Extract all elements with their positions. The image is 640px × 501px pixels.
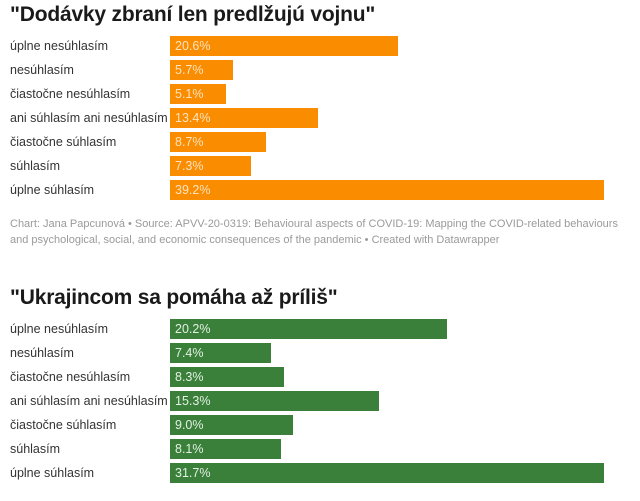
value-label: 39.2%	[175, 183, 211, 197]
value-label: 7.3%	[175, 159, 204, 173]
chart-title: "Ukrajincom sa pomáha až príliš"	[10, 286, 338, 309]
category-label: nesúhlasím	[10, 346, 74, 360]
value-label: 5.1%	[175, 87, 204, 101]
value-label: 31.7%	[175, 466, 211, 480]
value-label: 8.3%	[175, 370, 204, 384]
value-label: 20.6%	[175, 39, 211, 53]
bar	[170, 367, 284, 387]
category-label: úplne nesúhlasím	[10, 322, 108, 336]
bar	[170, 439, 281, 459]
category-label: čiastočne súhlasím	[10, 418, 117, 432]
bar-row: nesúhlasím 7.4%	[0, 343, 640, 363]
value-label: 5.7%	[175, 63, 204, 77]
category-label: ani súhlasím ani nesúhlasím	[10, 111, 168, 125]
value-label: 13.4%	[175, 111, 211, 125]
bar-row: úplne súhlasím 39.2%	[0, 180, 640, 200]
bar	[170, 36, 398, 56]
bar	[170, 463, 604, 483]
bar	[170, 415, 293, 435]
bar	[170, 319, 447, 339]
category-label: nesúhlasím	[10, 63, 74, 77]
bar	[170, 343, 271, 363]
category-label: čiastočne súhlasím	[10, 135, 117, 149]
bar-row: čiastočne nesúhlasím 5.1%	[0, 84, 640, 104]
bar	[170, 180, 604, 200]
bar-row: čiastočne nesúhlasím 8.3%	[0, 367, 640, 387]
bar	[170, 156, 251, 176]
value-label: 8.7%	[175, 135, 204, 149]
chart-footer-credits: Chart: Jana Papcunová • Source: APVV-20-…	[10, 218, 618, 246]
value-label: 15.3%	[175, 394, 211, 408]
bar	[170, 391, 379, 411]
bar-row: súhlasím 8.1%	[0, 439, 640, 459]
bar-row: nesúhlasím 5.7%	[0, 60, 640, 80]
value-label: 9.0%	[175, 418, 204, 432]
category-label: úplne súhlasím	[10, 466, 95, 480]
bar-row: čiastočne súhlasím 8.7%	[0, 132, 640, 152]
bar	[170, 108, 318, 128]
bar	[170, 60, 233, 80]
category-label: ani súhlasím ani nesúhlasím	[10, 394, 168, 408]
bar-row: ani súhlasím ani nesúhlasím 13.4%	[0, 108, 640, 128]
bar-row: úplne nesúhlasím 20.6%	[0, 36, 640, 56]
value-label: 20.2%	[175, 322, 211, 336]
category-label: súhlasím	[10, 442, 61, 456]
bar	[170, 132, 266, 152]
bar-row: úplne nesúhlasím 20.2%	[0, 319, 640, 339]
chart-title: "Dodávky zbraní len predlžujú vojnu"	[10, 3, 376, 26]
bar-row: úplne súhlasím 31.7%	[0, 463, 640, 483]
category-label: úplne nesúhlasím	[10, 39, 108, 53]
category-label: súhlasím	[10, 159, 61, 173]
category-label: úplne súhlasím	[10, 183, 95, 197]
bar-row: súhlasím 7.3%	[0, 156, 640, 176]
bar-row: čiastočne súhlasím 9.0%	[0, 415, 640, 435]
category-label: čiastočne nesúhlasím	[10, 87, 131, 101]
bar-row: ani súhlasím ani nesúhlasím 15.3%	[0, 391, 640, 411]
value-label: 8.1%	[175, 442, 204, 456]
value-label: 7.4%	[175, 346, 204, 360]
bar	[170, 84, 226, 104]
category-label: čiastočne nesúhlasím	[10, 370, 131, 384]
